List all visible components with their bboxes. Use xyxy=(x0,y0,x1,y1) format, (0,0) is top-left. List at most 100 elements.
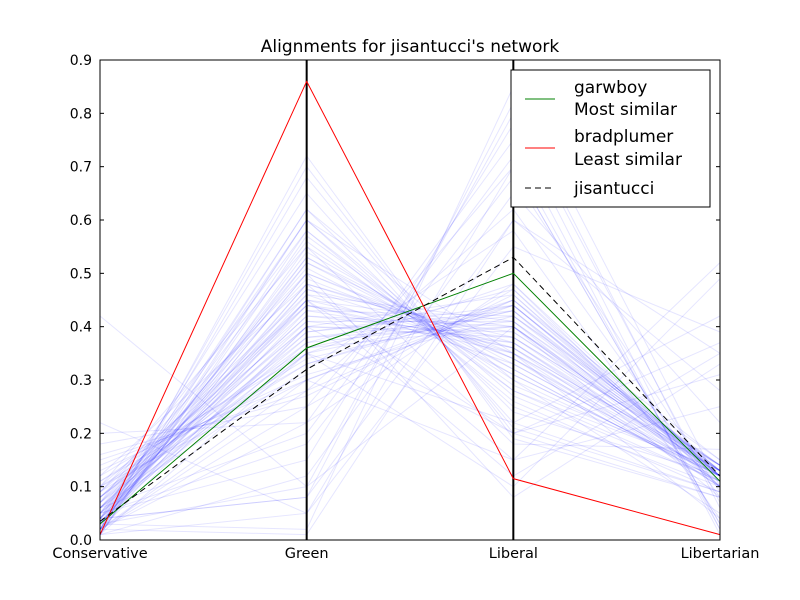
background-series-line-68 xyxy=(99,208,721,525)
background-series-line-80 xyxy=(99,315,721,536)
background-series-line-44 xyxy=(99,320,721,514)
background-series-line-49 xyxy=(99,299,721,509)
background-series-line-42 xyxy=(99,304,721,504)
y-tick-label-6: 0.6 xyxy=(70,213,92,229)
background-series-line-18 xyxy=(99,294,721,525)
background-series-line-20 xyxy=(99,304,721,482)
background-series-line-59 xyxy=(99,256,721,519)
background-series-line-70 xyxy=(99,155,721,530)
background-lines-group xyxy=(99,85,721,536)
series-line-bradplumer xyxy=(99,80,721,536)
background-series-line-30 xyxy=(99,304,721,488)
series-line-jisantucci xyxy=(99,256,721,522)
y-tick-label-8: 0.8 xyxy=(70,106,92,122)
legend-sublabel-garwboy: Most similar xyxy=(574,100,677,120)
y-tick-label-0: 0.0 xyxy=(70,533,92,549)
background-series-line-24 xyxy=(99,192,721,519)
background-series-line-57 xyxy=(99,310,721,498)
legend-box xyxy=(510,69,711,208)
background-series-line-5 xyxy=(99,326,721,498)
background-series-line-7 xyxy=(99,165,721,530)
background-series-line-33 xyxy=(99,294,721,493)
legend-label-jisantucci: jisantucci xyxy=(573,179,654,199)
background-series-line-69 xyxy=(99,262,721,530)
y-axis-ticks: 0.0 0.1 0.2 0.3 0.4 0.5 0.6 0.7 0.8 0.9 xyxy=(70,53,720,549)
background-series-line-25 xyxy=(99,288,721,488)
background-series-line-81 xyxy=(99,229,721,503)
background-series-line-45 xyxy=(99,326,721,482)
x-category-label-3: Libertarian xyxy=(681,546,760,562)
background-series-line-60 xyxy=(99,219,721,536)
background-series-line-27 xyxy=(99,278,721,504)
background-series-line-37 xyxy=(99,315,721,509)
background-series-line-53 xyxy=(99,326,721,504)
legend-label-garwboy: garwboy xyxy=(574,78,647,98)
y-tick-label-7: 0.7 xyxy=(70,160,92,176)
background-series-line-48 xyxy=(99,155,721,535)
y-tick-label-9: 0.9 xyxy=(70,53,92,69)
background-series-line-63 xyxy=(99,122,721,530)
background-series-line-54 xyxy=(99,240,721,514)
background-series-line-36 xyxy=(99,176,721,530)
background-series-line-66 xyxy=(99,101,721,520)
background-series-line-76 xyxy=(99,326,721,525)
x-category-label-2: Liberal xyxy=(489,546,538,562)
plot-frame xyxy=(99,59,721,541)
background-series-line-10 xyxy=(99,283,721,525)
background-series-line-75 xyxy=(99,219,721,520)
background-series-line-15 xyxy=(99,304,721,520)
background-series-line-6 xyxy=(99,299,721,488)
background-series-line-55 xyxy=(99,310,721,488)
background-series-line-85 xyxy=(99,299,721,520)
x-category-label-1: Green xyxy=(285,546,329,562)
background-series-line-77 xyxy=(99,278,721,509)
background-series-line-67 xyxy=(99,283,721,477)
background-series-line-23 xyxy=(99,320,721,498)
background-series-line-47 xyxy=(99,299,721,493)
background-series-line-40 xyxy=(99,283,721,488)
background-series-line-50 xyxy=(99,288,721,520)
background-series-line-64 xyxy=(99,165,721,525)
background-series-line-16 xyxy=(99,299,721,477)
y-tick-label-4: 0.4 xyxy=(70,320,92,336)
background-series-line-71 xyxy=(99,246,721,536)
background-series-line-74 xyxy=(99,139,721,535)
background-series-line-14 xyxy=(99,320,721,493)
background-series-line-78 xyxy=(99,165,721,530)
y-tick-label-1: 0.1 xyxy=(70,480,92,496)
series-line-garwboy xyxy=(99,272,721,525)
background-series-line-51 xyxy=(99,304,721,477)
background-series-line-29 xyxy=(99,267,721,509)
background-series-line-83 xyxy=(99,272,721,498)
x-category-label-0: Conservative xyxy=(52,546,147,562)
y-tick-label-5: 0.5 xyxy=(70,266,92,282)
background-series-line-34 xyxy=(99,304,721,520)
background-series-line-8 xyxy=(99,315,721,509)
chart-title: Alignments for jisantucci's network xyxy=(261,37,560,57)
y-tick-label-2: 0.2 xyxy=(70,426,92,442)
background-series-line-32 xyxy=(99,283,721,514)
background-series-line-35 xyxy=(99,315,721,472)
background-series-line-84 xyxy=(99,208,721,530)
legend-label-bradplumer: bradplumer xyxy=(574,127,673,147)
background-series-line-12 xyxy=(99,304,721,504)
background-series-line-19 xyxy=(99,310,721,509)
background-series-line-43 xyxy=(99,219,721,530)
background-series-line-46 xyxy=(99,272,721,525)
legend-sublabel-bradplumer: Least similar xyxy=(574,150,682,170)
x-axis-category-labels: Conservative Green Liberal Libertarian xyxy=(52,546,759,562)
background-series-line-86 xyxy=(99,229,721,519)
background-series-line-39 xyxy=(99,326,721,498)
background-series-line-62 xyxy=(99,85,721,530)
background-series-line-22 xyxy=(99,288,721,514)
background-series-line-58 xyxy=(99,294,721,482)
highlight-series-group xyxy=(99,80,721,536)
background-series-line-2 xyxy=(99,315,721,514)
y-tick-label-3: 0.3 xyxy=(70,373,92,389)
background-series-line-82 xyxy=(99,112,721,525)
background-series-line-61 xyxy=(99,315,721,498)
background-series-line-65 xyxy=(99,192,721,536)
background-series-line-87 xyxy=(99,219,721,535)
